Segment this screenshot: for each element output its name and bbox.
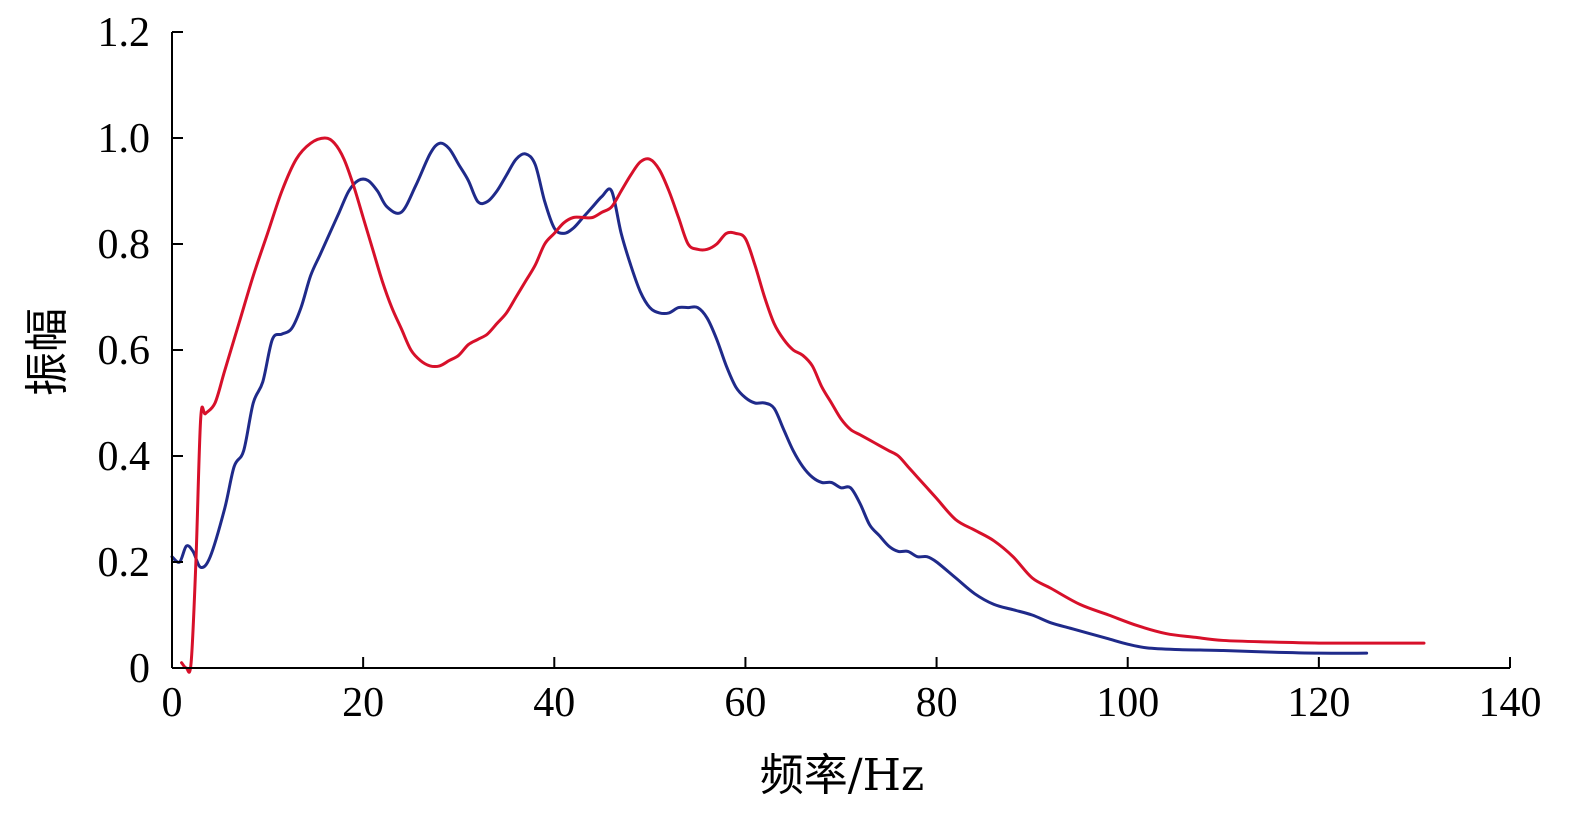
y-tick-label: 0	[129, 646, 150, 692]
y-axis: 0 0.2 0.4 0.6 0.8 1.0 1.2	[98, 10, 183, 692]
y-axis-title: 振幅	[22, 308, 73, 396]
x-tick-label: 0	[162, 680, 183, 726]
y-tick-label: 1.2	[98, 10, 151, 56]
series-line-1	[170, 141, 1369, 655]
plot-area	[170, 136, 1426, 674]
y-tick-label: 0.6	[98, 328, 151, 374]
y-tick-label: 1.0	[98, 116, 151, 162]
y-tick-label: 0.8	[98, 222, 151, 268]
x-axis-title: 频率/Hz	[760, 750, 924, 801]
x-tick-label: 40	[533, 680, 575, 726]
y-tick-label: 0.2	[98, 540, 151, 586]
x-tick-label: 140	[1479, 680, 1542, 726]
x-axis: 0 20 40 60 80 100 120 140	[162, 657, 1542, 726]
x-tick-label: 80	[916, 680, 958, 726]
x-tick-label: 120	[1287, 680, 1350, 726]
x-tick-label: 100	[1096, 680, 1159, 726]
series-line-2	[180, 136, 1426, 674]
y-tick-label: 0.4	[98, 434, 151, 480]
x-tick-label: 60	[724, 680, 766, 726]
x-tick-label: 20	[342, 680, 384, 726]
